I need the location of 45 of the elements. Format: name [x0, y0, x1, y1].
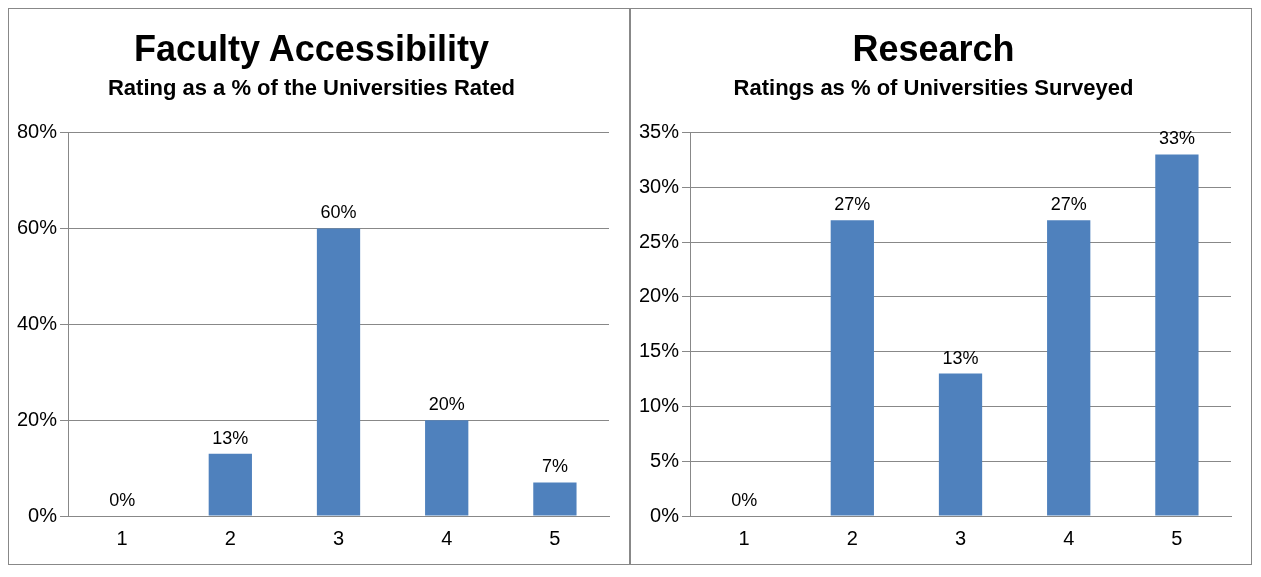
- bar: [208, 453, 252, 516]
- chart-subtitle: Rating as a % of the Universities Rated: [107, 75, 516, 101]
- bar: [425, 420, 469, 516]
- data-label: 27%: [1050, 194, 1087, 215]
- bar: [1155, 154, 1199, 516]
- x-tick-label: 1: [738, 526, 750, 549]
- y-tick-label: 25%: [639, 229, 680, 252]
- bar: [533, 482, 577, 516]
- data-label: 0%: [109, 489, 136, 510]
- x-tick-label: 5: [1171, 526, 1183, 549]
- y-tick-label: 40%: [17, 311, 58, 334]
- y-tick-label: 10%: [639, 393, 680, 416]
- bar: [316, 228, 361, 516]
- data-label: 13%: [942, 347, 979, 368]
- x-tick-label: 1: [116, 526, 128, 549]
- y-tick-label: 20%: [639, 284, 680, 307]
- x-tick-label: 4: [1063, 526, 1075, 549]
- y-tick-label: 5%: [650, 448, 680, 471]
- data-label: 7%: [541, 456, 568, 477]
- x-tick-label: 3: [954, 526, 967, 549]
- bar: [830, 220, 874, 516]
- y-tick-label: 0%: [650, 503, 680, 526]
- data-label: 27%: [834, 194, 871, 215]
- data-label: 0%: [731, 489, 758, 510]
- y-tick-label: 80%: [17, 120, 58, 143]
- y-tick-label: 15%: [639, 339, 680, 362]
- chart-title: Faculty Accessibility: [134, 27, 489, 69]
- x-tick-label: 5: [549, 526, 561, 549]
- x-tick-label: 2: [224, 526, 236, 549]
- data-label: 20%: [428, 394, 465, 415]
- chart-title: Research: [852, 27, 1015, 69]
- x-tick-label: 3: [332, 526, 345, 549]
- y-tick-label: 20%: [17, 407, 58, 430]
- y-tick-label: 60%: [17, 215, 58, 238]
- bar: [1047, 220, 1091, 516]
- data-label: 13%: [212, 427, 249, 448]
- y-tick-label: 30%: [639, 174, 680, 197]
- y-tick-label: 35%: [639, 120, 680, 143]
- x-tick-label: 4: [441, 526, 453, 549]
- bar: [938, 373, 983, 516]
- chart-subtitle: Ratings as % of Universities Surveyed: [733, 75, 1134, 101]
- y-tick-label: 0%: [28, 503, 58, 526]
- data-label: 60%: [320, 202, 357, 223]
- data-label: 33%: [1158, 128, 1195, 149]
- x-tick-label: 2: [846, 526, 858, 549]
